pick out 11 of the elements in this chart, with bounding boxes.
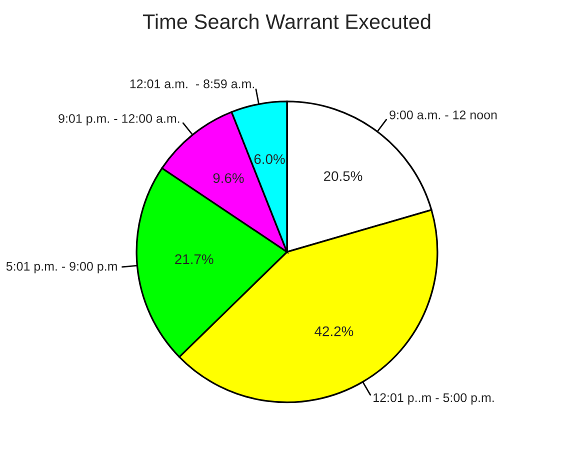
data-label: 21.7%: [175, 254, 214, 264]
data-label: 42.2%: [314, 326, 354, 336]
slice-label: 12:01 p..m - 5:00 p.m.: [374, 393, 494, 405]
slice-label: 5:01 p.m. - 9:00 p.m: [6, 262, 117, 274]
slice-label: 9:01 p.m. - 12:00 a.m.: [58, 114, 180, 126]
chart-title: Time Search Warrant Executed: [142, 14, 430, 30]
data-label: 6.0%: [254, 154, 285, 164]
data-label: 9.6%: [213, 173, 244, 184]
slice-label: 12:01 a.m. - 8:59 a.m.: [130, 79, 254, 88]
data-label: 20.5%: [324, 171, 362, 182]
slice-label: 9:00 a.m. - 12 noon: [390, 110, 497, 120]
